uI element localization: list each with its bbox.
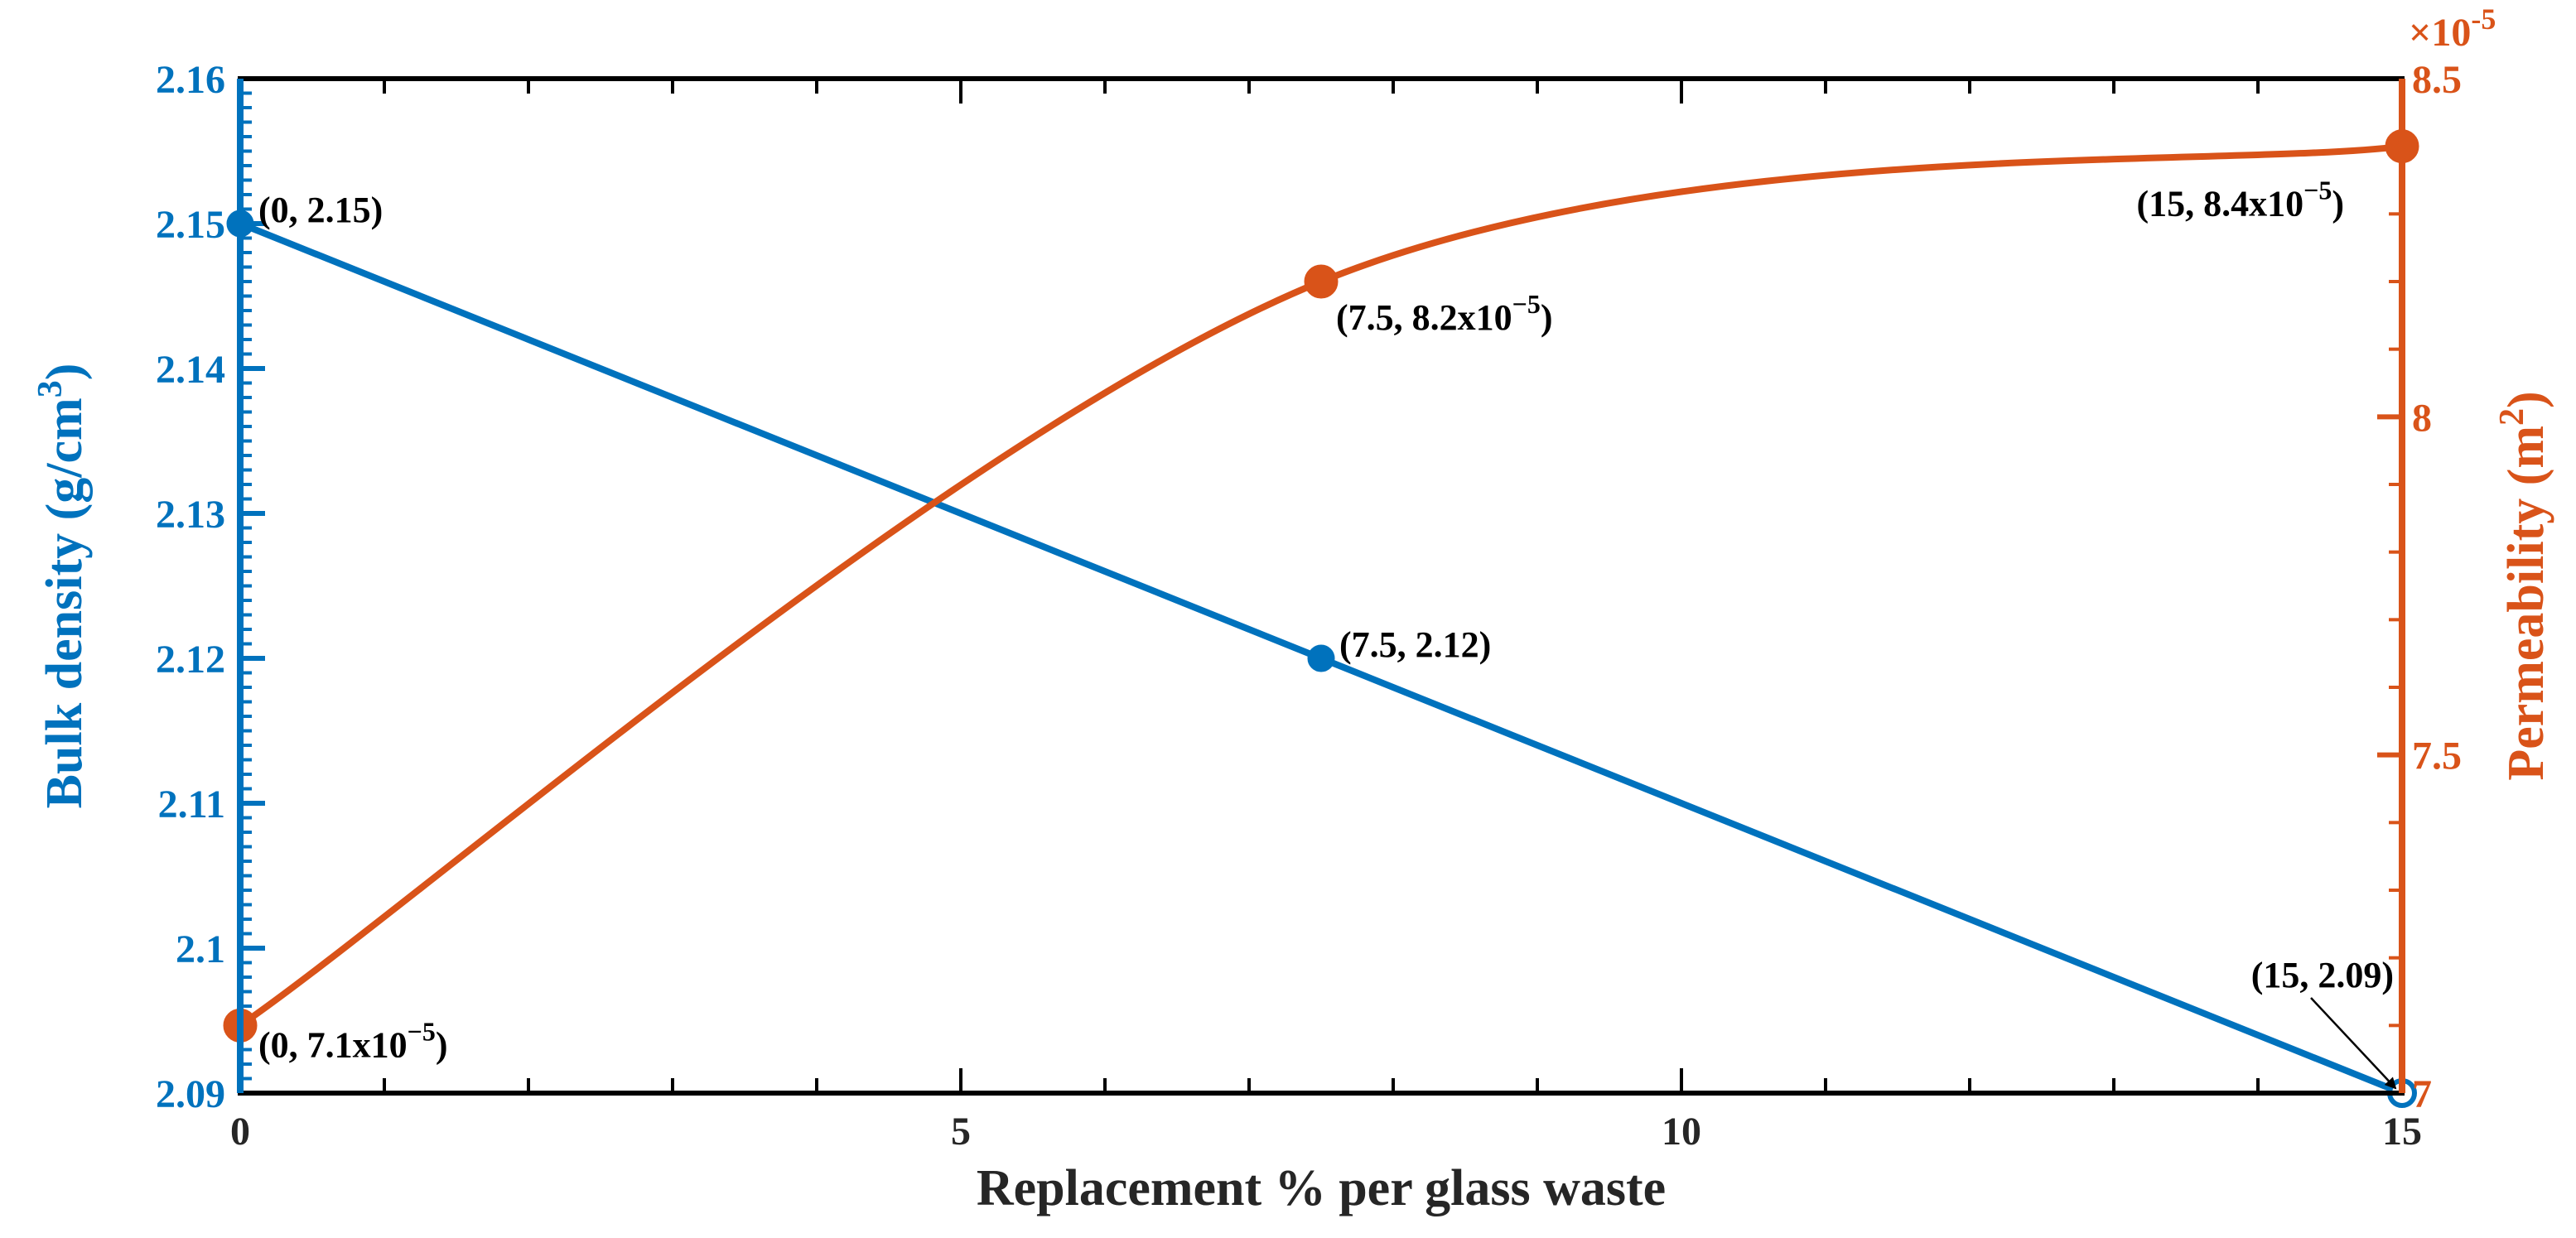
annotation-bd1: (7.5, 2.12) — [1339, 624, 1491, 665]
tick-labels: 2.09 2.1 2.11 2.12 2.13 2.14 2.15 2.16 7 7.5 8 8.5 0… — [156, 58, 2462, 1154]
annotation-text: (7.5, 8.2x10 — [1336, 297, 1512, 338]
annotation-pm2: (15, 8.4x10−5) — [2136, 176, 2344, 224]
right-y-axis-title-sup: 2 — [2493, 408, 2531, 426]
x-tick-label: 5 — [951, 1110, 971, 1154]
annotation-exponent: −5 — [408, 1016, 436, 1046]
annotation-text: (0, 7.1x10 — [258, 1024, 408, 1065]
left-tick-label: 2.09 — [156, 1072, 225, 1116]
annotation-exponent: −5 — [2303, 176, 2332, 205]
left-y-axis-title: Bulk density (g/cm3) — [31, 364, 93, 809]
right-axis-multiplier: ×10-5 — [2409, 2, 2496, 55]
left-tick-label: 2.11 — [158, 783, 225, 826]
series-markers — [223, 129, 2419, 1108]
left-tick-label: 2.16 — [156, 58, 225, 102]
annotation-arrow — [2310, 997, 2397, 1090]
annotation-pm0: (0, 7.1x10−5) — [258, 1016, 448, 1065]
annotation-close: ) — [1541, 297, 1553, 338]
left-tick-label: 2.1 — [176, 927, 225, 971]
right-tick-label: 8.5 — [2412, 58, 2462, 102]
x-tick-label: 0 — [230, 1110, 250, 1154]
right-axis-multiplier-exp: -5 — [2471, 2, 2496, 36]
annotation-bd2: (15, 2.09) — [2251, 955, 2394, 995]
right-y-axis-title-text: Permeability (m — [2498, 426, 2554, 781]
bulk-density-point — [1307, 644, 1335, 672]
annotation-text: (7.5, 2.12) — [1339, 624, 1491, 665]
x-tick-label: 15 — [2382, 1110, 2422, 1154]
annotation-text: (15, 2.09) — [2251, 955, 2394, 995]
permeability-line — [237, 142, 2405, 1029]
right-y-axis-title: Permeability (m2) — [2493, 391, 2554, 780]
annotation-text: (15, 8.4x10 — [2136, 184, 2303, 224]
annotation-pm1: (7.5, 8.2x10−5) — [1336, 289, 1553, 338]
tick-marks — [239, 76, 2404, 1096]
annotation-exponent: −5 — [1512, 289, 1541, 319]
left-y-axis-title-end: ) — [36, 364, 93, 381]
annotation-bd0: (0, 2.15) — [258, 190, 383, 230]
left-tick-label: 2.12 — [156, 638, 225, 682]
annotation-close: ) — [436, 1024, 448, 1065]
annotation-text: (0, 2.15) — [258, 190, 383, 230]
data-annotations: (0, 2.15) (7.5, 2.12) (15, 2.09) (0, 7.1x10… — [258, 176, 2397, 1090]
left-y-axis-title-sup: 3 — [31, 380, 70, 397]
left-y-axis-title-text: Bulk density (g/cm — [36, 397, 93, 808]
right-tick-label: 7.5 — [2412, 735, 2462, 778]
left-tick-label: 2.13 — [156, 493, 225, 537]
x-axis-title: Replacement % per glass waste — [977, 1160, 1666, 1216]
right-tick-label: 7 — [2412, 1072, 2432, 1116]
left-tick-label: 2.14 — [156, 348, 225, 392]
permeability-point — [1304, 264, 1339, 299]
x-tick-label: 10 — [1662, 1110, 1701, 1154]
plot-area-frame — [238, 76, 2405, 1096]
right-axis-multiplier-base: ×10 — [2409, 11, 2471, 55]
right-tick-label: 8 — [2412, 396, 2432, 440]
left-tick-label: 2.15 — [156, 203, 225, 247]
right-y-axis-title-end: ) — [2498, 391, 2554, 408]
annotation-close: ) — [2332, 184, 2344, 224]
